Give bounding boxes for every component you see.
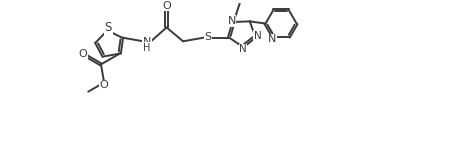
Text: N: N (143, 37, 151, 47)
Text: H: H (144, 43, 151, 53)
Text: S: S (105, 22, 112, 34)
Text: O: O (162, 1, 171, 11)
Text: O: O (100, 80, 109, 90)
Text: N: N (254, 31, 262, 41)
Text: S: S (205, 32, 212, 42)
Text: N: N (239, 44, 247, 54)
Text: N: N (227, 16, 236, 26)
Text: O: O (79, 49, 87, 59)
Text: N: N (268, 34, 276, 44)
